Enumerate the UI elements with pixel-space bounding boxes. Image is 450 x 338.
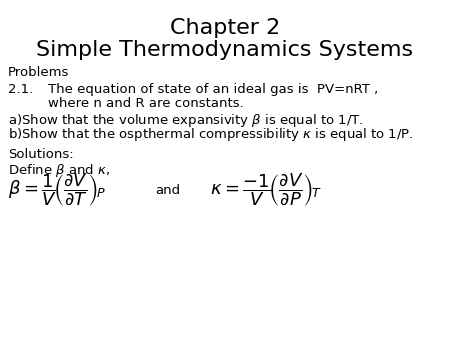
Text: Define $\beta$ and $\kappa$,: Define $\beta$ and $\kappa$, bbox=[8, 162, 110, 179]
Text: Solutions:: Solutions: bbox=[8, 148, 74, 161]
Text: 2.1.: 2.1. bbox=[8, 83, 33, 96]
Text: $\kappa = \dfrac{-1}{V}\!\left(\dfrac{\partial V}{\partial P}\right)_{\!T}$: $\kappa = \dfrac{-1}{V}\!\left(\dfrac{\p… bbox=[210, 171, 322, 209]
Text: where n and R are constants.: where n and R are constants. bbox=[48, 97, 244, 110]
Text: Problems: Problems bbox=[8, 66, 69, 79]
Text: a)Show that the volume expansivity $\beta$ is equal to 1/T.: a)Show that the volume expansivity $\bet… bbox=[8, 112, 364, 129]
Text: and: and bbox=[155, 184, 180, 196]
Text: Simple Thermodynamics Systems: Simple Thermodynamics Systems bbox=[36, 40, 414, 60]
Text: $\beta = \dfrac{1}{V}\!\left(\dfrac{\partial V}{\partial T}\right)_{\!P}$: $\beta = \dfrac{1}{V}\!\left(\dfrac{\par… bbox=[8, 171, 106, 209]
Text: b)Show that the ospthermal compressibility $\kappa$ is equal to 1/P.: b)Show that the ospthermal compressibili… bbox=[8, 126, 414, 143]
Text: The equation of state of an ideal gas is  PV=nRT ,: The equation of state of an ideal gas is… bbox=[48, 83, 378, 96]
Text: Chapter 2: Chapter 2 bbox=[170, 18, 280, 38]
